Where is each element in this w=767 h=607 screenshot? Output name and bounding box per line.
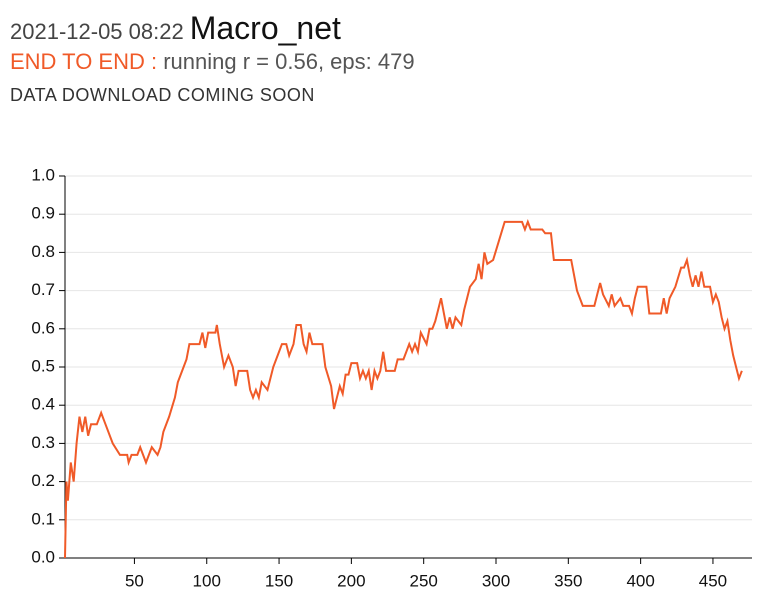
x-tick-label: 300: [482, 571, 510, 590]
y-tick-label: 0.0: [31, 547, 55, 566]
x-tick-label: 350: [554, 571, 582, 590]
x-tick-label: 400: [626, 571, 654, 590]
status-row: END TO END : running r = 0.56, eps: 479: [10, 49, 415, 75]
x-tick-label: 200: [337, 571, 365, 590]
y-tick-label: 0.2: [31, 471, 55, 490]
status: running r = 0.56, eps: 479: [163, 49, 415, 74]
x-tick-label: 50: [125, 571, 144, 590]
y-tick-label: 0.1: [31, 509, 55, 528]
y-tick-label: 0.4: [31, 395, 55, 414]
x-tick-label: 450: [699, 571, 727, 590]
y-tick-label: 0.3: [31, 433, 55, 452]
x-tick-label: 150: [265, 571, 293, 590]
x-tick-label: 100: [193, 571, 221, 590]
title-row: 2021-12-05 08:22 Macro_net: [10, 10, 415, 47]
y-tick-label: 0.8: [31, 242, 55, 261]
y-tick-label: 0.9: [31, 204, 55, 223]
y-tick-label: 0.7: [31, 280, 55, 299]
line: [64, 219, 743, 559]
header: 2021-12-05 08:22 Macro_net END TO END : r…: [10, 10, 415, 106]
timestamp: 2021-12-05 08:22: [10, 19, 184, 44]
y-tick-label: 1.0: [31, 165, 55, 184]
title: Macro_net: [189, 10, 341, 46]
notice: DATA DOWNLOAD COMING SOON: [10, 85, 315, 105]
y-tick-label: 0.6: [31, 318, 55, 337]
label: END TO END :: [10, 49, 158, 74]
y-tick-label: 0.5: [31, 356, 55, 375]
x-tick-label: 250: [409, 571, 437, 590]
